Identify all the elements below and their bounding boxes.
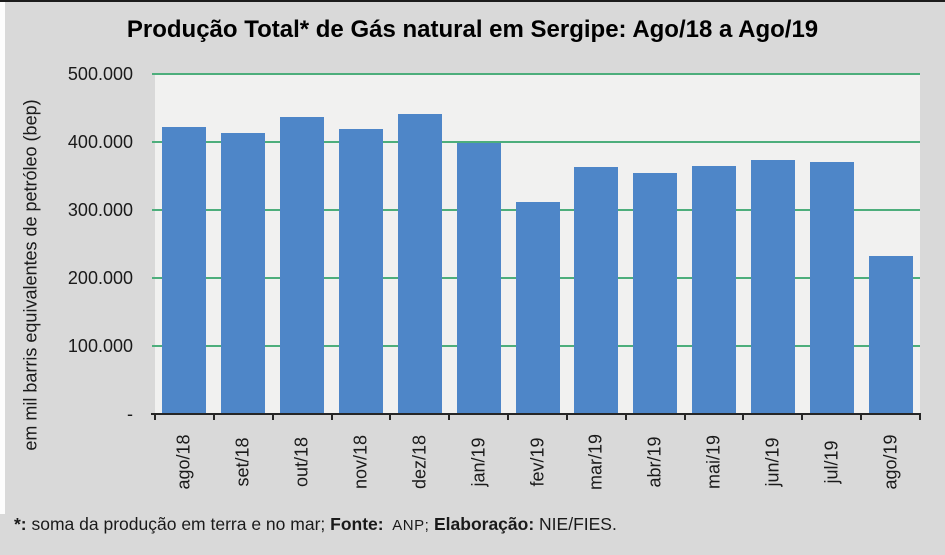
y-axis-title: em mil barris equivalentes de petróleo (… <box>20 99 41 451</box>
x-tick-label-jun-19: jun/19 <box>762 437 783 487</box>
gridline-400.000 <box>152 141 920 143</box>
x-tick-label-ago-19: ago/19 <box>880 434 901 490</box>
footnote-elab-value: NIE/FIES. <box>539 514 617 534</box>
x-tick-label-fev-19: fev/19 <box>527 437 547 487</box>
x-tick-label-mai-19: mai/19 <box>703 434 724 490</box>
x-tick-label-jan-19: jan/19 <box>468 437 489 487</box>
x-tickmark <box>448 413 451 420</box>
x-tickmark <box>860 413 863 420</box>
left-edge-border <box>0 2 5 514</box>
footnote-note: soma da produção em terra e no mar; <box>31 514 331 534</box>
y-tick-label: 200.000 <box>67 268 133 288</box>
x-tickmark <box>389 413 392 420</box>
x-tickmark <box>742 413 745 420</box>
footnote-elab-label: Elaboração: <box>433 514 540 534</box>
bar-out-18 <box>280 116 325 414</box>
x-tickmark <box>330 413 333 420</box>
x-tickmark <box>507 413 510 420</box>
x-tickmark <box>919 413 921 420</box>
gridline-500.000 <box>152 73 920 75</box>
x-tickmark <box>565 413 568 420</box>
bar-abr-19 <box>633 172 678 414</box>
bar-set-18 <box>221 133 266 414</box>
bar-nov-18 <box>338 129 383 414</box>
x-tick-label-mar-19: mar/19 <box>585 433 606 491</box>
bar-ago-19 <box>868 255 913 414</box>
x-tickmark <box>154 413 156 420</box>
footnote: *: soma da produção em terra e no mar; F… <box>14 514 934 535</box>
bar-mai-19 <box>692 165 737 414</box>
footnote-fonte-label: Fonte: <box>330 514 389 534</box>
bar-jan-19 <box>456 142 501 414</box>
y-tick-label: 300.000 <box>67 200 133 220</box>
x-tick-label-abr-19: abr/19 <box>644 436 665 488</box>
x-axis-line <box>151 413 921 415</box>
x-tick-label-jul-19: jul/19 <box>821 440 842 484</box>
x-tick-label-ago-18: ago/18 <box>173 434 194 490</box>
x-tick-label-set-18: set/18 <box>232 437 253 487</box>
y-tick-label: 500.000 <box>67 64 133 84</box>
x-tickmark <box>683 413 686 420</box>
bar-jun-19 <box>750 159 795 414</box>
y-tick-label: 100.000 <box>67 336 133 356</box>
x-tickmark <box>271 413 274 420</box>
bar-fev-19 <box>515 201 560 414</box>
x-tickmark <box>212 413 215 420</box>
bar-ago-18 <box>162 127 207 414</box>
top-edge-border <box>0 0 945 2</box>
x-tick-label-out-18: out/18 <box>291 436 312 488</box>
footnote-asterisk: *: <box>14 514 32 534</box>
x-tick-label-nov-18: nov/18 <box>350 434 371 490</box>
x-tickmark <box>624 413 627 420</box>
bar-jul-19 <box>809 162 854 414</box>
y-tick-label: 400.000 <box>67 132 133 152</box>
footnote-fonte-value: ANP; <box>388 517 434 534</box>
y-tick-label: - <box>127 404 133 424</box>
bar-dez-18 <box>397 114 442 414</box>
x-tickmark <box>801 413 804 420</box>
bar-mar-19 <box>574 167 619 414</box>
chart-title: Produção Total* de Gás natural em Sergip… <box>126 16 819 43</box>
x-tick-label-dez-18: dez/18 <box>409 434 430 490</box>
